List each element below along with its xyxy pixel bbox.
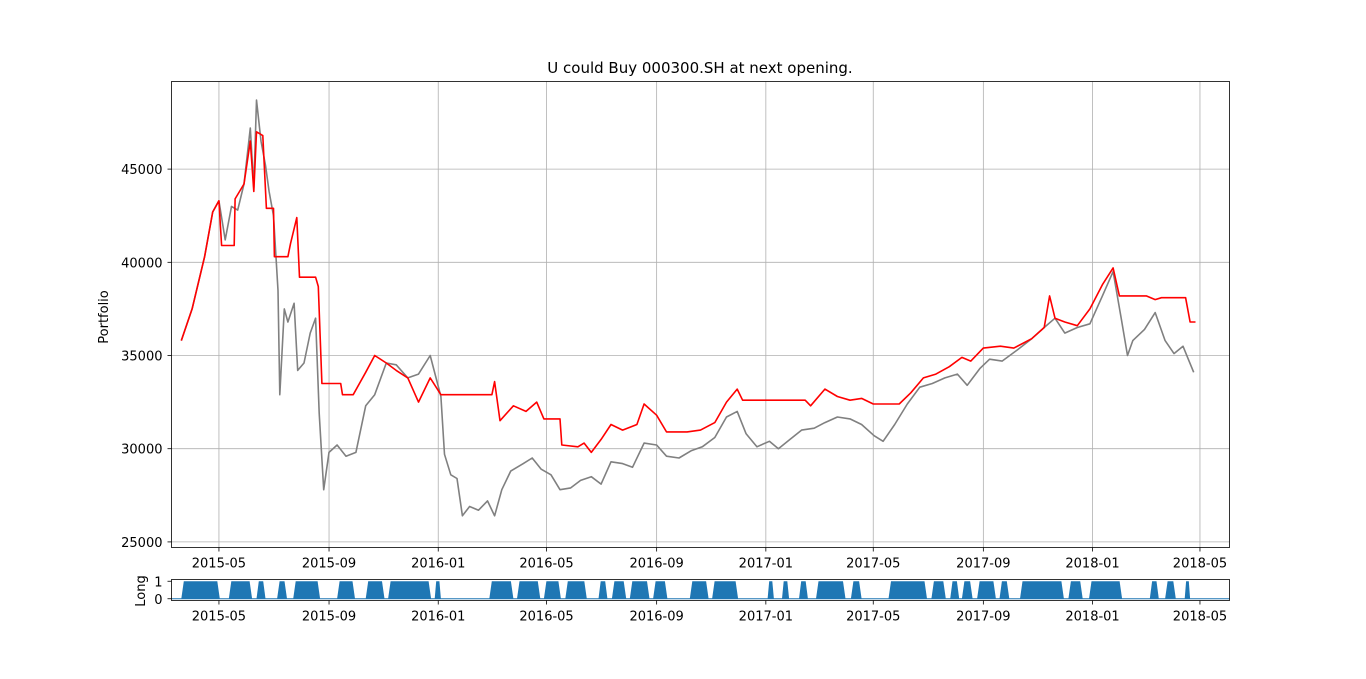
x-tick-label: 2015-05 [192,557,246,572]
long-y-tick-label: 1 [154,575,162,590]
long-period-block [629,581,650,599]
main-gridlines [171,81,1230,548]
long-period-block [1089,581,1123,599]
y-tick-label: 35000 [121,350,162,365]
long-period-block [337,581,355,599]
main-plot: 2015-05 2015-09 2016-01 2016-05 2016-09 2017-… [97,81,1230,572]
long-period-block [799,581,808,599]
x-tick-label: 2018-05 [1173,557,1227,572]
long-period-block [950,581,960,599]
long-period-block [489,581,514,599]
long-x-tick-label: 2016-09 [629,610,683,625]
main-y-axis: 25000 30000 35000 40000 45000 [121,163,172,551]
long-x-tick-label: 2015-09 [302,610,356,625]
long-x-tick-label: 2016-05 [519,610,573,625]
portfolio-series-line-0 [180,99,1195,517]
long-period-block [228,581,253,599]
long-panel: 2015-05 2015-09 2016-01 2016-05 2016-09 2017-… [134,575,1230,625]
long-period-block [365,581,385,599]
portfolio-series-line-1 [180,131,1196,454]
long-period-block [1020,581,1064,599]
long-period-block [256,581,266,599]
long-period-block [888,581,927,599]
long-y-tick-label: 0 [154,593,162,608]
main-x-axis: 2015-05 2015-09 2016-01 2016-05 2016-09 2017-… [192,547,1227,572]
x-tick-label: 2015-09 [302,557,356,572]
long-period-block [1184,581,1191,599]
x-tick-label: 2017-01 [739,557,793,572]
long-x-tick-label: 2017-05 [846,610,900,625]
long-x-tick-label: 2018-01 [1065,610,1119,625]
long-x-tick-label: 2017-01 [739,610,793,625]
long-period-block [565,581,587,599]
long-y-axis: 01 [154,575,172,608]
long-y-axis-label: Long [134,575,149,606]
long-period-block [782,581,790,599]
portfolio-series-group [180,99,1196,517]
y-tick-label: 45000 [121,163,162,178]
x-tick-label: 2017-09 [956,557,1010,572]
long-period-block [1149,581,1159,599]
main-y-axis-label: Portfolio [97,290,112,344]
y-tick-label: 25000 [121,536,162,551]
x-tick-label: 2018-01 [1065,557,1119,572]
long-x-tick-label: 2018-05 [1173,610,1227,625]
long-period-block [181,581,220,599]
y-tick-label: 40000 [121,256,162,271]
long-period-block [277,581,287,599]
x-tick-label: 2016-01 [411,557,465,572]
long-x-tick-label: 2015-05 [192,610,246,625]
long-period-block [999,581,1010,599]
long-period-block [977,581,996,599]
long-period-block [931,581,946,599]
y-tick-label: 30000 [121,443,162,458]
long-x-tick-label: 2016-01 [411,610,465,625]
x-tick-label: 2016-09 [629,557,683,572]
long-period-block [850,581,862,599]
long-period-block [689,581,709,599]
long-period-block [712,581,739,599]
long-x-axis: 2015-05 2015-09 2016-01 2016-05 2016-09 2017-… [192,600,1227,625]
long-period-block [543,581,561,599]
long-period-block [388,581,432,599]
main-plot-frame [171,81,1230,548]
long-period-block [1068,581,1083,599]
long-period-block [961,581,973,599]
long-period-block [517,581,541,599]
x-tick-label: 2017-05 [846,557,900,572]
long-period-block [611,581,627,599]
long-period-block [293,581,321,599]
long-period-block [434,581,441,599]
long-x-tick-label: 2017-09 [956,610,1010,625]
long-period-block [1165,581,1176,599]
x-tick-label: 2016-05 [519,557,573,572]
long-position-area [171,581,1230,600]
long-period-block [598,581,608,599]
long-period-block [816,581,846,599]
long-period-block [767,581,774,599]
long-period-block [653,581,668,599]
long-panel-frame [171,579,1230,601]
chart-title: U could Buy 000300.SH at next opening. [547,59,852,77]
